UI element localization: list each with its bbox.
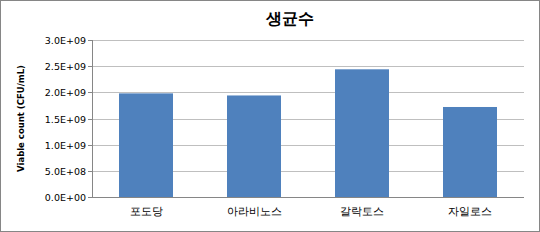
tick-mark	[88, 171, 92, 172]
tick-label: 1.5E+09	[45, 114, 86, 125]
category-label: 자일로스	[448, 205, 492, 218]
bar	[227, 95, 281, 197]
tick-mark	[88, 145, 92, 146]
tick-mark	[88, 119, 92, 120]
chart-svg: 0.0E+00 5.0E+08 1.0E+09 1.5E+09 2.0E+09 2.5E+…	[0, 0, 540, 232]
grid-line	[92, 197, 524, 198]
chart-border	[1, 1, 540, 232]
grid-line	[92, 92, 524, 93]
tick-mark	[88, 197, 92, 198]
tick-mark	[88, 92, 92, 93]
bar	[443, 107, 497, 197]
tick-label: 0.0E+00	[45, 192, 86, 203]
tick-label: 2.0E+09	[45, 87, 86, 98]
tick-mark	[88, 66, 92, 67]
bar	[119, 93, 173, 197]
x-axis-line	[92, 197, 524, 198]
bars	[119, 69, 497, 197]
bar	[335, 69, 389, 197]
y-axis-line	[92, 40, 93, 197]
tick-label: 1.0E+09	[45, 140, 86, 151]
grid-line	[92, 40, 524, 41]
tick-mark	[88, 40, 92, 41]
category-label: 갈락토스	[340, 205, 384, 218]
grid-line	[92, 66, 524, 67]
tick-label: 3.0E+09	[45, 35, 86, 46]
tick-label: 2.5E+09	[45, 61, 86, 72]
category-label: 포도당	[130, 205, 163, 218]
category-label: 아라비노스	[227, 205, 282, 218]
chart-container: 0.0E+00 5.0E+08 1.0E+09 1.5E+09 2.0E+09 2.5E+…	[0, 0, 540, 232]
chart-title: 생균수	[265, 9, 314, 28]
tick-label: 5.0E+08	[45, 166, 86, 177]
y-axis-label: Viable count (CFU/mL)	[16, 65, 26, 172]
